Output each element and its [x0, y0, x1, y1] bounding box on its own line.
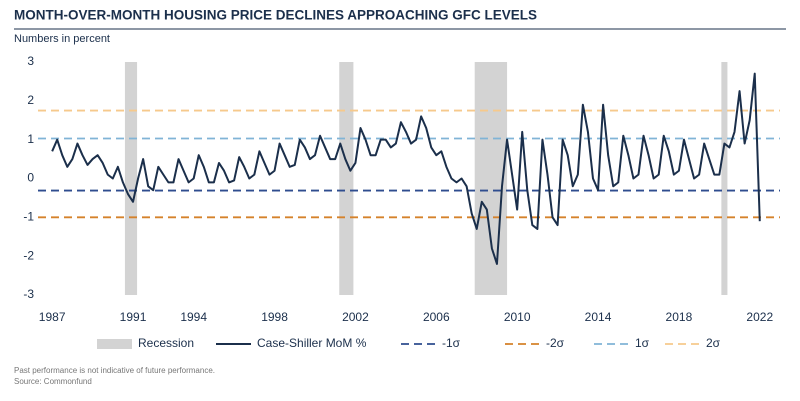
x-tick-label: 1998 — [261, 310, 288, 324]
recession-band — [339, 62, 354, 295]
y-tick-label: 3 — [27, 54, 34, 68]
y-tick-label: -1 — [23, 210, 34, 224]
legend-label: Recession — [138, 336, 194, 350]
x-tick-label: 2014 — [585, 310, 612, 324]
y-tick-label: -3 — [23, 287, 34, 301]
x-tick-label: 1994 — [180, 310, 207, 324]
y-tick-label: 2 — [27, 93, 34, 107]
legend-label: -2σ — [546, 336, 565, 350]
chart-subtitle: Numbers in percent — [14, 33, 110, 45]
legend-label: Case-Shiller MoM % — [257, 336, 367, 350]
x-tick-label: 1987 — [39, 310, 66, 324]
x-tick-label: 1991 — [120, 310, 147, 324]
x-tick-label: 2022 — [746, 310, 773, 324]
recession-band — [474, 62, 508, 295]
recession-band — [124, 62, 138, 295]
x-tick-label: 2018 — [666, 310, 693, 324]
x-tick-label: 2010 — [504, 310, 531, 324]
recession-band — [721, 62, 728, 295]
chart-title: MONTH-OVER-MONTH HOUSING PRICE DECLINES … — [14, 8, 537, 23]
x-tick-label: 2006 — [423, 310, 450, 324]
y-tick-label: 1 — [27, 132, 34, 146]
legend-label: -1σ — [442, 336, 461, 350]
footnote: Past performance is not indicative of fu… — [14, 366, 215, 375]
data-line — [51, 72, 761, 265]
y-tick-label: 0 — [27, 171, 34, 185]
legend-label: 1σ — [635, 336, 650, 350]
legend-swatch — [97, 339, 132, 349]
y-tick-label: -2 — [23, 248, 34, 262]
x-tick-label: 2002 — [342, 310, 369, 324]
footnote: Source: Commonfund — [14, 377, 92, 386]
legend-label: 2σ — [706, 336, 721, 350]
